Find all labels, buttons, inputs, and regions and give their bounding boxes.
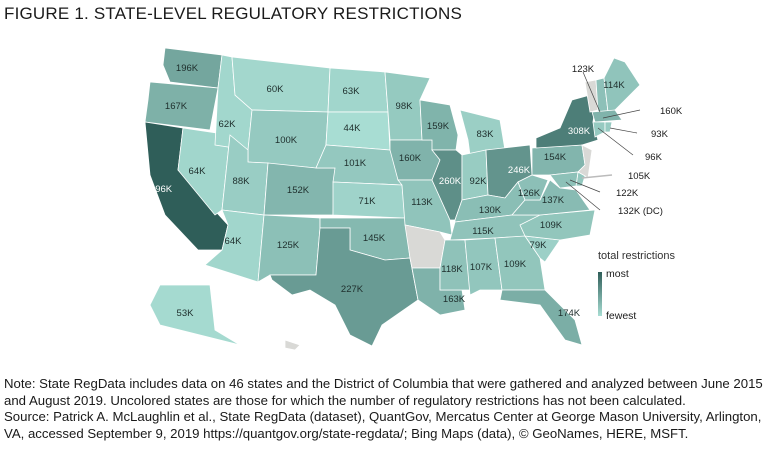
source-text: Source: Patrick A. McLaughlin et al., St… xyxy=(4,409,762,441)
state-label-co: 152K xyxy=(287,185,310,196)
state-label-ak: 53K xyxy=(177,308,195,319)
state-label-nc: 109K xyxy=(540,220,563,231)
state-label-nh: 123K xyxy=(572,64,595,75)
state-label-ca: 396K xyxy=(150,184,173,195)
state-label-ia: 160K xyxy=(399,153,422,164)
state-label-or: 167K xyxy=(165,101,188,112)
state-label-ny: 308K xyxy=(568,126,591,137)
state-label-oh: 246K xyxy=(508,165,531,176)
callout-line-dc xyxy=(565,181,601,211)
state-label-mo: 113K xyxy=(411,197,433,208)
state-label-mn: 98K xyxy=(396,101,414,112)
state-ri xyxy=(604,121,613,133)
state-label-ks: 71K xyxy=(359,196,377,207)
legend-fewest-label: fewest xyxy=(606,310,637,322)
state-label-mi: 83K xyxy=(477,129,495,140)
state-fl xyxy=(499,289,583,346)
state-label-ky: 130K xyxy=(479,205,502,216)
state-label-wy: 100K xyxy=(275,135,298,146)
callout-line-de xyxy=(581,174,613,179)
state-label-ok: 145K xyxy=(363,233,386,244)
state-label-in: 92K xyxy=(470,176,488,187)
state-label-mt: 60K xyxy=(267,84,285,95)
state-label-va: 137K xyxy=(542,195,565,206)
state-label-wi: 159K xyxy=(427,121,450,132)
callout-line-ri xyxy=(609,127,638,134)
state-wv xyxy=(517,174,549,201)
state-al xyxy=(464,237,503,296)
state-label-me: 114K xyxy=(603,80,625,91)
legend-color-bar xyxy=(598,272,602,316)
state-label-ms: 118K xyxy=(441,264,463,275)
state-label-ct: 96K xyxy=(645,152,663,163)
state-label-il: 260K xyxy=(439,176,462,187)
state-label-az: 64K xyxy=(225,236,243,247)
state-label-wv: 126K xyxy=(518,188,541,199)
state-label-sd: 44K xyxy=(344,123,362,134)
callout-line-md xyxy=(569,179,601,193)
state-hi xyxy=(284,339,301,351)
state-tx xyxy=(269,227,419,347)
state-label-nd: 63K xyxy=(343,86,361,97)
state-label-tn: 115K xyxy=(472,226,494,237)
state-label-al: 107K xyxy=(470,262,493,273)
callout-line-ma xyxy=(602,109,641,119)
state-label-tx: 227K xyxy=(341,284,364,295)
state-ar xyxy=(404,224,446,269)
state-label-ma: 160K xyxy=(660,106,683,117)
legend-title: total restrictions xyxy=(598,250,676,262)
state-or xyxy=(144,81,219,131)
state-wa xyxy=(162,47,223,89)
note-text: Note: State RegData includes data on 46 … xyxy=(4,376,763,408)
state-label-la: 163K xyxy=(443,294,466,305)
state-label-nm: 125K xyxy=(277,240,300,251)
callout-line-nh xyxy=(582,71,601,113)
state-label-nv: 64K xyxy=(189,166,207,177)
legend-most-label: most xyxy=(606,268,629,280)
state-ga xyxy=(494,235,546,291)
state-label-ri: 93K xyxy=(651,129,669,140)
state-label-fl: 174K xyxy=(558,308,581,319)
state-ms xyxy=(439,239,471,291)
state-label-ut: 88K xyxy=(233,176,251,187)
state-label-md: 122K xyxy=(616,188,639,199)
state-label-ga: 109K xyxy=(504,259,527,270)
state-ny xyxy=(535,94,599,149)
state-label-wa: 196K xyxy=(176,63,199,74)
state-label-id: 62K xyxy=(219,119,237,130)
state-label-ne: 101K xyxy=(344,158,367,169)
state-ct xyxy=(592,121,606,138)
figure-notes: Note: State RegData includes data on 46 … xyxy=(4,376,764,442)
state-label-dc: 132K (DC) xyxy=(618,206,663,217)
state-in xyxy=(461,149,489,201)
state-ma xyxy=(591,109,623,123)
state-label-pa: 154K xyxy=(544,152,567,163)
state-md xyxy=(549,171,579,189)
figure-title: FIGURE 1. STATE-LEVEL REGULATORY RESTRIC… xyxy=(4,4,463,23)
state-ak xyxy=(149,284,241,346)
callout-line-ct xyxy=(597,127,634,156)
state-label-de: 105K xyxy=(628,171,651,182)
state-label-sc: 79K xyxy=(530,240,548,251)
